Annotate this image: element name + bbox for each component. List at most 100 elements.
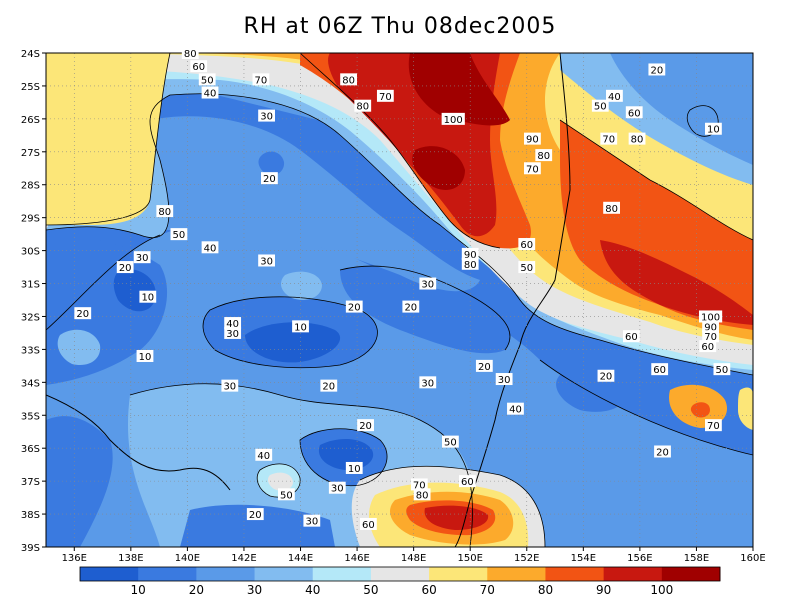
contour-label-bg — [702, 330, 719, 343]
contour-label-bg — [518, 261, 536, 274]
contour-label: 20 — [656, 447, 669, 458]
contour-label-bg — [201, 86, 219, 99]
contour-label-bg — [340, 73, 357, 86]
contour-label: 50 — [173, 230, 186, 241]
contour-label-bg — [419, 376, 437, 389]
lat-tick-label: 35S — [21, 411, 40, 422]
contour-label-bg — [181, 47, 199, 59]
contour-label-bg — [524, 162, 541, 175]
contour-label-bg — [402, 300, 420, 313]
lat-tick-label: 36S — [21, 444, 40, 455]
colorbar-tick-label: 20 — [189, 583, 204, 597]
contour-label: 20 — [404, 303, 417, 314]
contour-label: 70 — [255, 75, 268, 86]
contour-label: 60 — [461, 477, 474, 488]
lat-tick-label: 33S — [21, 345, 40, 356]
lat-tick-label: 25S — [21, 82, 40, 93]
contour-label-bg — [591, 99, 609, 112]
field-ne-20 — [600, 53, 753, 170]
lat-tick-label: 26S — [21, 115, 40, 126]
colorbar-segment — [370, 567, 430, 581]
contour-label: 20 — [119, 263, 132, 274]
contour-label: 10 — [294, 322, 307, 333]
contour-label: 60 — [192, 62, 205, 73]
contour-label: 60 — [628, 108, 641, 119]
contour-label-bg — [198, 73, 216, 86]
colorbar-frame — [79, 566, 721, 582]
contour-label: 80 — [416, 490, 429, 501]
lat-tick-label: 32S — [21, 312, 40, 323]
lat-tick-label: 29S — [21, 214, 40, 225]
field-sw-island-core — [267, 472, 293, 491]
field-low-center-core — [245, 322, 341, 363]
contour-label-bg — [201, 241, 219, 254]
colorbar: 10 20 30 40 50 60 70 80 90 100 — [79, 566, 721, 597]
contour-label-bg — [705, 122, 722, 135]
contour-label: 30 — [331, 484, 344, 495]
contour-label-bg — [713, 363, 731, 376]
contour-label-bg — [654, 445, 671, 458]
colorbar-segment — [603, 567, 663, 581]
contour-label: 40 — [608, 92, 621, 103]
contour-label-bg — [698, 310, 723, 323]
colorbar-segment — [80, 567, 139, 581]
contour-label-bg — [625, 106, 643, 119]
colorbar-tick-label: 80 — [538, 583, 553, 597]
colorbar-segment — [545, 567, 605, 581]
contour-label: 80 — [184, 49, 197, 60]
contour-label-bg — [413, 488, 431, 501]
lon-tick-label: 152E — [514, 553, 539, 564]
contour-label-bg — [651, 363, 669, 376]
contour-label: 100 — [444, 115, 463, 126]
contour-label: 80 — [464, 260, 477, 271]
contour-label: 50 — [444, 438, 457, 449]
contour-label: 100 — [701, 312, 720, 323]
field-island-30-40-a — [280, 271, 322, 300]
field-low-east — [340, 266, 510, 354]
contour-label-bg — [705, 419, 722, 432]
contour-label-bg — [261, 172, 278, 185]
contour-label-bg — [224, 326, 242, 339]
contour-label: 40 — [204, 243, 217, 254]
field-se-yellow — [738, 387, 753, 430]
contour-label-bg — [622, 330, 640, 343]
lat-tick-label: 34S — [21, 378, 40, 389]
lon-tick-label: 150E — [457, 553, 482, 564]
contour-label-bg — [495, 373, 513, 386]
contour-label-bg — [292, 320, 309, 333]
contour-label: 70 — [526, 164, 539, 175]
contour-label-bg — [458, 475, 476, 488]
field-nw-20-30 — [117, 116, 481, 292]
contour-label-bg — [116, 261, 134, 274]
lon-tick-label: 156E — [627, 553, 652, 564]
contour-label: 80 — [631, 135, 644, 146]
contour-label: 70 — [602, 135, 615, 146]
lon-tick-label: 142E — [231, 553, 256, 564]
latitude-axis: 24S 25S 26S 27S 28S 29S 30S 31S 32S 33S 34S 35S 36S 3… — [21, 49, 46, 554]
contour-label-bg — [359, 517, 377, 530]
contour-label: 20 — [76, 309, 89, 320]
contour-label-bg — [699, 340, 717, 353]
contour-label: 90 — [526, 135, 539, 146]
contour-label-bg — [221, 379, 239, 392]
contour-label-bg — [535, 149, 553, 162]
colorbar-tick-label: 60 — [421, 583, 436, 597]
contour-label-bg — [139, 290, 157, 303]
field-island-30-40-b — [57, 329, 101, 366]
contour-label: 20 — [249, 510, 262, 521]
contour-label: 30 — [226, 329, 239, 340]
contour-label: 20 — [650, 65, 663, 76]
contour-label-bg — [648, 63, 666, 76]
contour-label: 20 — [322, 382, 335, 393]
contour-label: 30 — [421, 378, 434, 389]
contour-label: 60 — [362, 520, 375, 531]
contour-label: 10 — [139, 352, 152, 363]
contour-label: 70 — [413, 480, 426, 491]
contour-label: 20 — [359, 421, 372, 432]
contour-label-bg — [461, 257, 479, 270]
longitude-axis: 136E 138E 140E 142E 144E 146E 148E 150E 152E 154E… — [62, 547, 766, 564]
contour-label-bg — [328, 481, 346, 494]
map-frame — [45, 52, 754, 548]
contour-label: 50 — [594, 102, 607, 113]
contour-label-bg — [442, 435, 459, 448]
